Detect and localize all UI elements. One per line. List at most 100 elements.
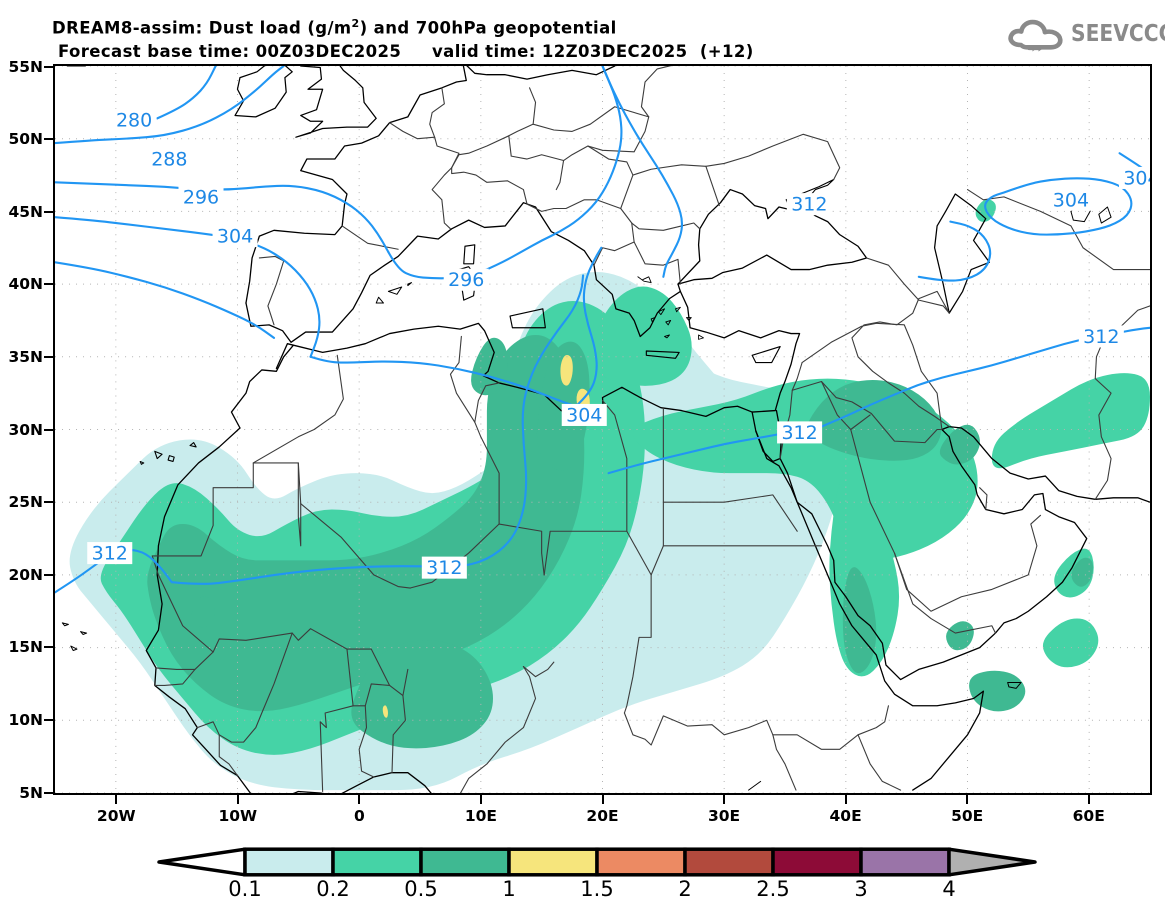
- colorbar-segment[interactable]: [419, 847, 511, 877]
- lon-tick-mark: [844, 795, 847, 804]
- coastline: [341, 225, 399, 250]
- contour-label: 312: [87, 542, 133, 565]
- country-outline: [698, 334, 704, 340]
- lon-tick-label: 20W: [96, 807, 136, 825]
- map-svg: 280 288 296 304 296 304 312 312 312 304 304 312 312: [55, 66, 1150, 793]
- coastline: [620, 164, 720, 210]
- coastline: [966, 189, 1150, 271]
- svg-text:304: 304: [566, 404, 602, 426]
- contour-label: 312: [786, 193, 832, 216]
- lat-tick-label: 20N: [8, 565, 43, 584]
- contour-label: 312: [777, 421, 823, 444]
- coastline: [431, 167, 453, 230]
- coastline: [151, 462, 411, 589]
- lat-tick-label: 40N: [8, 275, 43, 294]
- country-outline: [933, 193, 990, 314]
- colorbar-under-arrow[interactable]: [157, 847, 247, 877]
- dust-max-libya-north: [560, 355, 573, 386]
- svg-text:304: 304: [217, 226, 253, 248]
- forecast-time-line: Forecast base time: 00Z03DEC2025 valid t…: [58, 41, 754, 61]
- dust-contour-band: [806, 379, 942, 461]
- colorbar-segment[interactable]: [859, 847, 951, 877]
- colorbar-segment[interactable]: [507, 847, 599, 877]
- svg-text:296: 296: [448, 269, 484, 291]
- coastline: [748, 780, 762, 791]
- svg-text:312: 312: [92, 543, 128, 565]
- cloud-icon: [1007, 18, 1067, 52]
- map-canvas: 280 288 296 304 296 304 312 312 312 304 304 312 312: [55, 66, 1150, 793]
- country-outline: [658, 308, 666, 316]
- coastline: [857, 734, 902, 791]
- lat-tick-mark: [44, 428, 53, 431]
- lat-tick-label: 50N: [8, 130, 43, 149]
- lon-tick-mark: [601, 795, 604, 804]
- lat-tick-label: 5N: [19, 783, 43, 802]
- colorbar-segment[interactable]: [771, 847, 863, 877]
- contour-label: 288: [146, 148, 192, 171]
- contour-304-west: [55, 216, 321, 358]
- country-outline: [675, 306, 681, 313]
- country-outline: [1098, 206, 1112, 224]
- lat-tick-mark: [44, 210, 53, 213]
- latitude-axis: 5N 10N 15N 20N 25N 30N 35N 40N 45N 50N 55N: [0, 58, 53, 802]
- coastline: [865, 257, 950, 314]
- svg-text:304: 304: [1053, 189, 1089, 211]
- colorbar-segment[interactable]: [683, 847, 775, 877]
- coastline: [391, 695, 406, 774]
- coastline: [154, 668, 196, 687]
- country-outline: [70, 645, 78, 652]
- seevccc-logo: SEEVCCC: [1007, 14, 1165, 56]
- colorbar-segment[interactable]: [243, 847, 335, 877]
- coastline: [555, 145, 634, 191]
- coastline: [459, 665, 537, 793]
- coastline: [779, 425, 1088, 681]
- coastline: [850, 428, 1042, 612]
- contour-label: 304: [212, 225, 258, 248]
- coastline: [755, 430, 984, 707]
- country-outline: [80, 631, 88, 635]
- coastline: [893, 552, 997, 634]
- dust-contour-band: [946, 621, 974, 651]
- lon-tick-mark: [1087, 795, 1090, 804]
- dust-max-burkina: [382, 705, 388, 718]
- coastline: [508, 123, 565, 162]
- lat-tick-label: 35N: [8, 347, 43, 366]
- coastline: [623, 712, 797, 791]
- coastline: [637, 276, 652, 284]
- colorbar-segment[interactable]: [331, 847, 423, 877]
- colorbar-tick: 3: [854, 877, 868, 901]
- lat-tick-mark: [44, 646, 53, 649]
- country-outline: [509, 308, 546, 329]
- country-outline: [167, 455, 175, 462]
- contour-label: 304: [1048, 188, 1094, 211]
- contour-304-libya-n: [574, 246, 603, 408]
- lat-tick-mark: [44, 573, 53, 576]
- coastline: [297, 462, 302, 547]
- lon-tick-label: 50E: [951, 807, 984, 825]
- lon-tick-label: 10W: [218, 807, 258, 825]
- lon-tick-label: 20E: [586, 807, 619, 825]
- country-outline: [686, 317, 692, 321]
- dust-load-field: [69, 199, 1150, 791]
- dust-contour-band: [991, 373, 1150, 469]
- coastline: [252, 354, 344, 464]
- contour-312-sahel: [170, 274, 585, 585]
- map-plot-area[interactable]: 280 288 296 304 296 304 312 312 312 304 304 312 312: [53, 64, 1152, 795]
- lon-tick-label: 10E: [464, 807, 498, 825]
- country-outline: [645, 350, 680, 359]
- coastline: [791, 380, 943, 444]
- coastline: [948, 425, 1150, 503]
- svg-text:312: 312: [1083, 326, 1119, 348]
- colorbar-over-arrow[interactable]: [947, 847, 1037, 877]
- colorbar-segment[interactable]: [595, 847, 687, 877]
- country-outline: [1007, 681, 1022, 689]
- coastline: [587, 66, 672, 153]
- svg-text:312: 312: [426, 557, 462, 579]
- coastline: [155, 651, 214, 670]
- contour-304-w2: [55, 261, 276, 339]
- lat-tick-mark: [44, 65, 53, 68]
- title-text-pre: DREAM8-assim: Dust load (g/m: [52, 18, 352, 38]
- colorbar[interactable]: 0.1 0.2 0.5 1 1.5 2 2.5 3 4: [157, 845, 1037, 907]
- country-outline: [665, 319, 672, 326]
